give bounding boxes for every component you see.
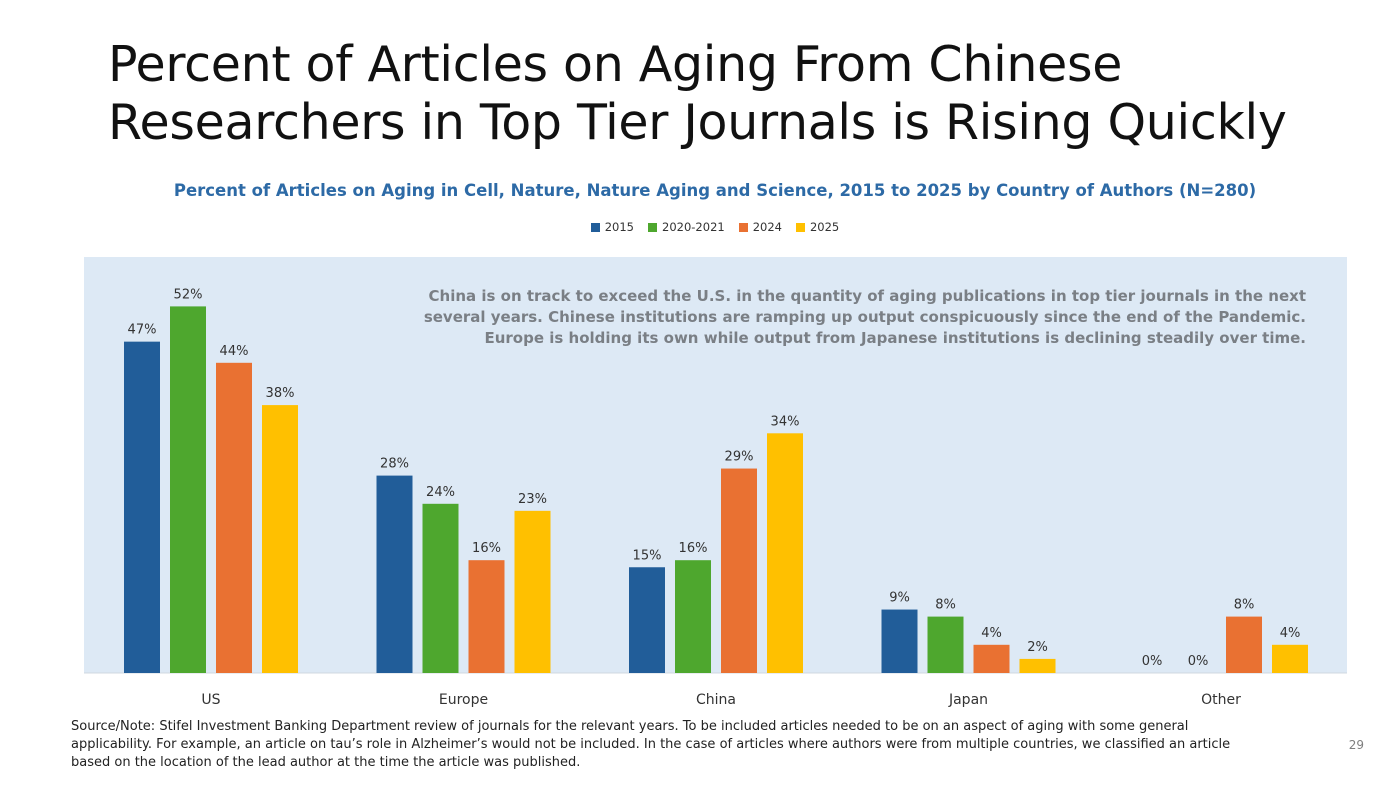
category-label-japan: Japan [948, 692, 988, 708]
bar-china-2024 [721, 468, 757, 673]
bar-europe-2024 [468, 560, 505, 673]
category-label-europe: Europe [439, 692, 488, 708]
legend-item-2024: 2024 [738, 220, 782, 234]
data-label: 38% [266, 386, 295, 401]
bar-us-2024 [216, 362, 252, 673]
bar-china-2025 [767, 433, 803, 673]
data-label: 0% [1188, 654, 1209, 669]
category-label-us: US [201, 692, 220, 708]
bar-japan-2025 [1019, 658, 1056, 673]
bar-us-2025 [262, 405, 298, 673]
bar-europe-2015 [376, 475, 413, 673]
slide-title: Percent of Articles on Aging From Chines… [108, 36, 1287, 151]
bar-japan-2024 [973, 644, 1010, 673]
category-label-china: China [696, 692, 736, 708]
legend-label: 2020-2021 [662, 220, 725, 234]
data-label: 23% [518, 492, 547, 507]
data-label: 2% [1027, 640, 1048, 655]
bar-us-2015 [124, 341, 160, 673]
source-note: Source/Note: Stifel Investment Banking D… [71, 719, 1231, 770]
legend-swatch [648, 222, 658, 232]
data-label: 47% [128, 323, 157, 338]
bar-us-2020-2021 [170, 306, 206, 673]
data-label: 52% [174, 287, 203, 302]
data-label: 8% [935, 598, 956, 613]
data-label: 16% [472, 541, 501, 556]
data-label: 4% [981, 626, 1002, 641]
page-number: 29 [1348, 738, 1364, 752]
legend-swatch [795, 222, 805, 232]
bar-china-2020-2021 [675, 560, 711, 673]
bar-europe-2025 [514, 510, 551, 673]
bar-chart: 47% 52% 44% 38% US 28% 24% 16% 23% Europe 15% 16% 29… [84, 287, 1347, 708]
data-label: 29% [725, 450, 754, 465]
legend-item-2025: 2025 [795, 220, 840, 234]
data-label: 28% [380, 457, 409, 472]
chart-legend: 2015 2020-2021 2024 2025 [0, 220, 1400, 234]
bar-europe-2020-2021 [422, 503, 459, 673]
data-label: 8% [1234, 598, 1255, 613]
bar-japan-2015 [881, 609, 918, 673]
data-label: 16% [679, 541, 708, 556]
data-label: 4% [1280, 626, 1301, 641]
data-label: 15% [633, 548, 662, 563]
chart-subtitle: Percent of Articles on Aging in Cell, Na… [173, 181, 1257, 200]
bar-other-2025 [1272, 644, 1308, 673]
legend-label: 2015 [604, 220, 635, 234]
data-label: 44% [220, 344, 249, 359]
category-label-other: Other [1201, 692, 1241, 708]
legend-item-2020-2021: 2020-2021 [648, 220, 725, 234]
bar-japan-2020-2021 [927, 616, 964, 673]
legend-label: 2024 [752, 220, 782, 234]
data-label: 9% [889, 591, 910, 606]
legend-label: 2025 [809, 220, 840, 234]
legend-item-2015: 2015 [590, 220, 635, 234]
legend-swatch [738, 222, 748, 232]
bar-china-2015 [629, 567, 665, 673]
legend-swatch [590, 222, 600, 232]
data-label: 0% [1142, 654, 1163, 669]
bar-other-2024 [1226, 616, 1262, 673]
data-label: 24% [426, 485, 455, 500]
data-label: 34% [771, 414, 800, 429]
chart-annotation: China is on track to exceed the U.S. in … [423, 287, 1306, 347]
